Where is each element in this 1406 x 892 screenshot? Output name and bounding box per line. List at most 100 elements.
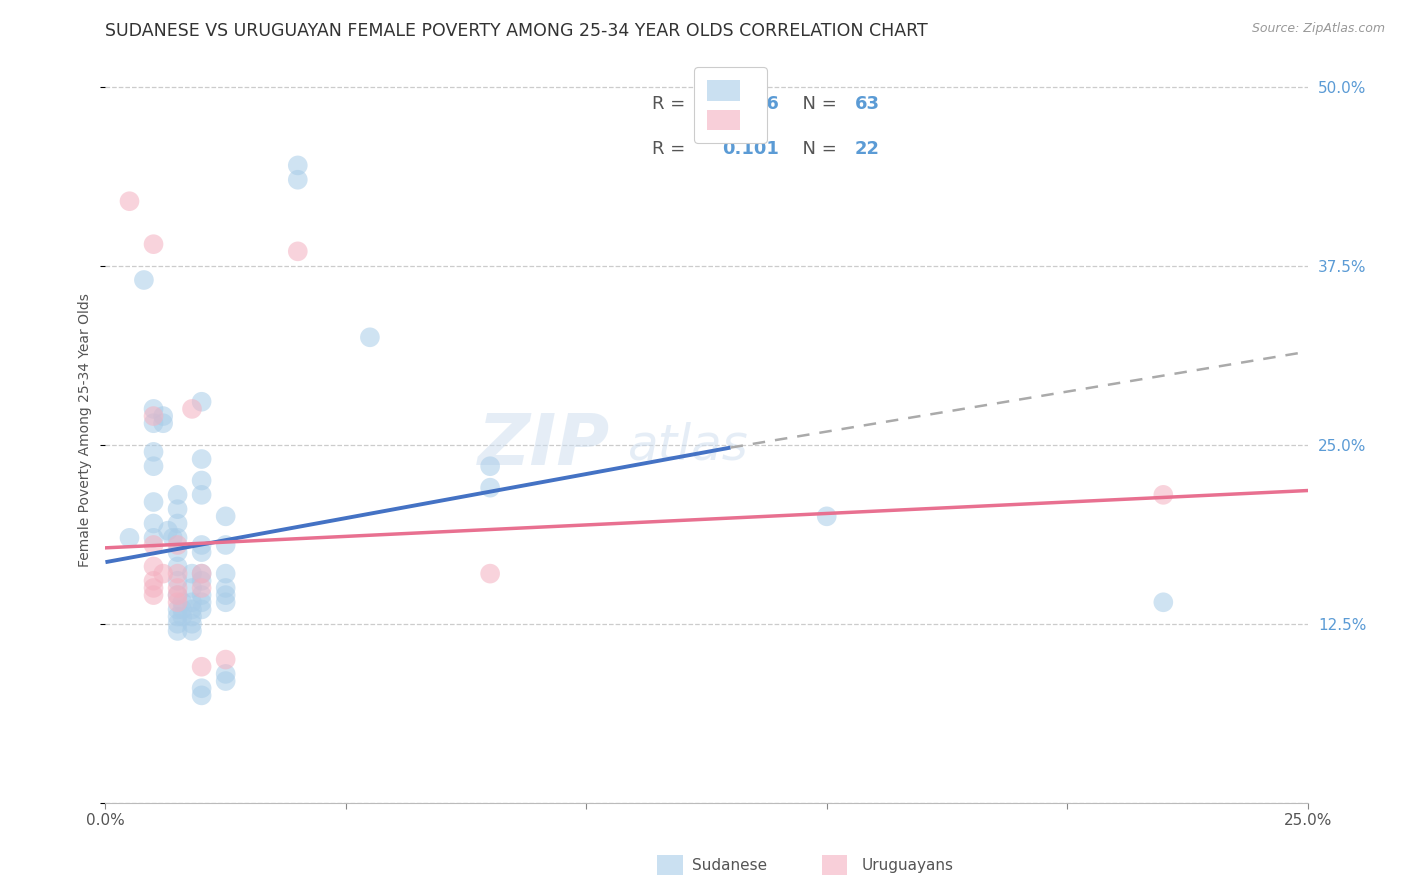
Point [190, 394, 212, 409]
Point [166, 559, 188, 574]
Point [142, 495, 165, 509]
Text: 0.101: 0.101 [723, 140, 779, 158]
Point [166, 545, 188, 559]
Point [166, 538, 188, 552]
Point [172, 595, 194, 609]
Point [166, 595, 188, 609]
Point [181, 624, 204, 638]
Text: ZIP: ZIP [478, 411, 610, 480]
Point [172, 609, 194, 624]
Point [166, 502, 188, 516]
Point [181, 581, 204, 595]
Point [166, 531, 188, 545]
Point [190, 538, 212, 552]
Text: 63: 63 [855, 95, 879, 113]
Point [166, 616, 188, 631]
Y-axis label: Female Poverty Among 25-34 Year Olds: Female Poverty Among 25-34 Year Olds [79, 293, 93, 567]
Point [1152, 595, 1174, 609]
Text: Sudanese: Sudanese [692, 858, 768, 872]
Point [1152, 488, 1174, 502]
Point [190, 488, 212, 502]
Point [190, 474, 212, 488]
Point [152, 409, 174, 423]
Text: Source: ZipAtlas.com: Source: ZipAtlas.com [1251, 22, 1385, 36]
Point [166, 488, 188, 502]
Point [166, 588, 188, 602]
Point [359, 330, 381, 344]
Point [142, 574, 165, 588]
Point [181, 616, 204, 631]
Point [214, 566, 236, 581]
Point [142, 559, 165, 574]
Point [166, 566, 188, 581]
Point [118, 194, 141, 209]
Point [142, 237, 165, 252]
Point [190, 566, 212, 581]
Point [172, 602, 194, 616]
Point [214, 509, 236, 524]
Point [142, 409, 165, 423]
Point [142, 538, 165, 552]
Point [479, 481, 502, 495]
Point [214, 538, 236, 552]
Point [214, 588, 236, 602]
Point [214, 674, 236, 689]
Point [142, 516, 165, 531]
Point [815, 509, 838, 524]
Point [142, 416, 165, 430]
Point [142, 459, 165, 474]
Point [190, 574, 212, 588]
Point [190, 602, 212, 616]
Point [152, 416, 174, 430]
Point [190, 545, 212, 559]
Point [181, 401, 204, 416]
Point [190, 659, 212, 673]
Text: N =: N = [790, 140, 842, 158]
Point [214, 666, 236, 681]
Text: 0.196: 0.196 [723, 95, 779, 113]
Point [162, 531, 184, 545]
Text: R =: R = [652, 140, 692, 158]
Point [214, 595, 236, 609]
Point [214, 652, 236, 666]
Text: Uruguayans: Uruguayans [860, 858, 953, 872]
Text: SUDANESE VS URUGUAYAN FEMALE POVERTY AMONG 25-34 YEAR OLDS CORRELATION CHART: SUDANESE VS URUGUAYAN FEMALE POVERTY AMO… [105, 22, 928, 40]
Point [190, 681, 212, 696]
Point [190, 452, 212, 467]
Point [142, 581, 165, 595]
Point [190, 566, 212, 581]
Point [166, 624, 188, 638]
Point [142, 445, 165, 459]
Point [181, 602, 204, 616]
Point [190, 581, 212, 595]
Point [479, 566, 502, 581]
Point [479, 459, 502, 474]
Point [152, 566, 174, 581]
Text: N =: N = [790, 95, 842, 113]
Point [156, 524, 179, 538]
Point [190, 595, 212, 609]
Point [214, 581, 236, 595]
Point [190, 588, 212, 602]
Point [287, 158, 309, 172]
Point [166, 588, 188, 602]
Point [118, 531, 141, 545]
Point [166, 602, 188, 616]
Text: atlas: atlas [628, 421, 749, 469]
Point [166, 581, 188, 595]
Point [132, 273, 155, 287]
Legend: , : , [695, 67, 766, 143]
Text: 22: 22 [855, 140, 879, 158]
Point [181, 595, 204, 609]
Point [142, 588, 165, 602]
Point [166, 516, 188, 531]
Text: R =: R = [652, 95, 692, 113]
Point [287, 172, 309, 186]
Point [142, 401, 165, 416]
Point [181, 566, 204, 581]
Point [166, 574, 188, 588]
Point [190, 689, 212, 703]
Point [287, 244, 309, 259]
Point [142, 531, 165, 545]
Point [166, 609, 188, 624]
